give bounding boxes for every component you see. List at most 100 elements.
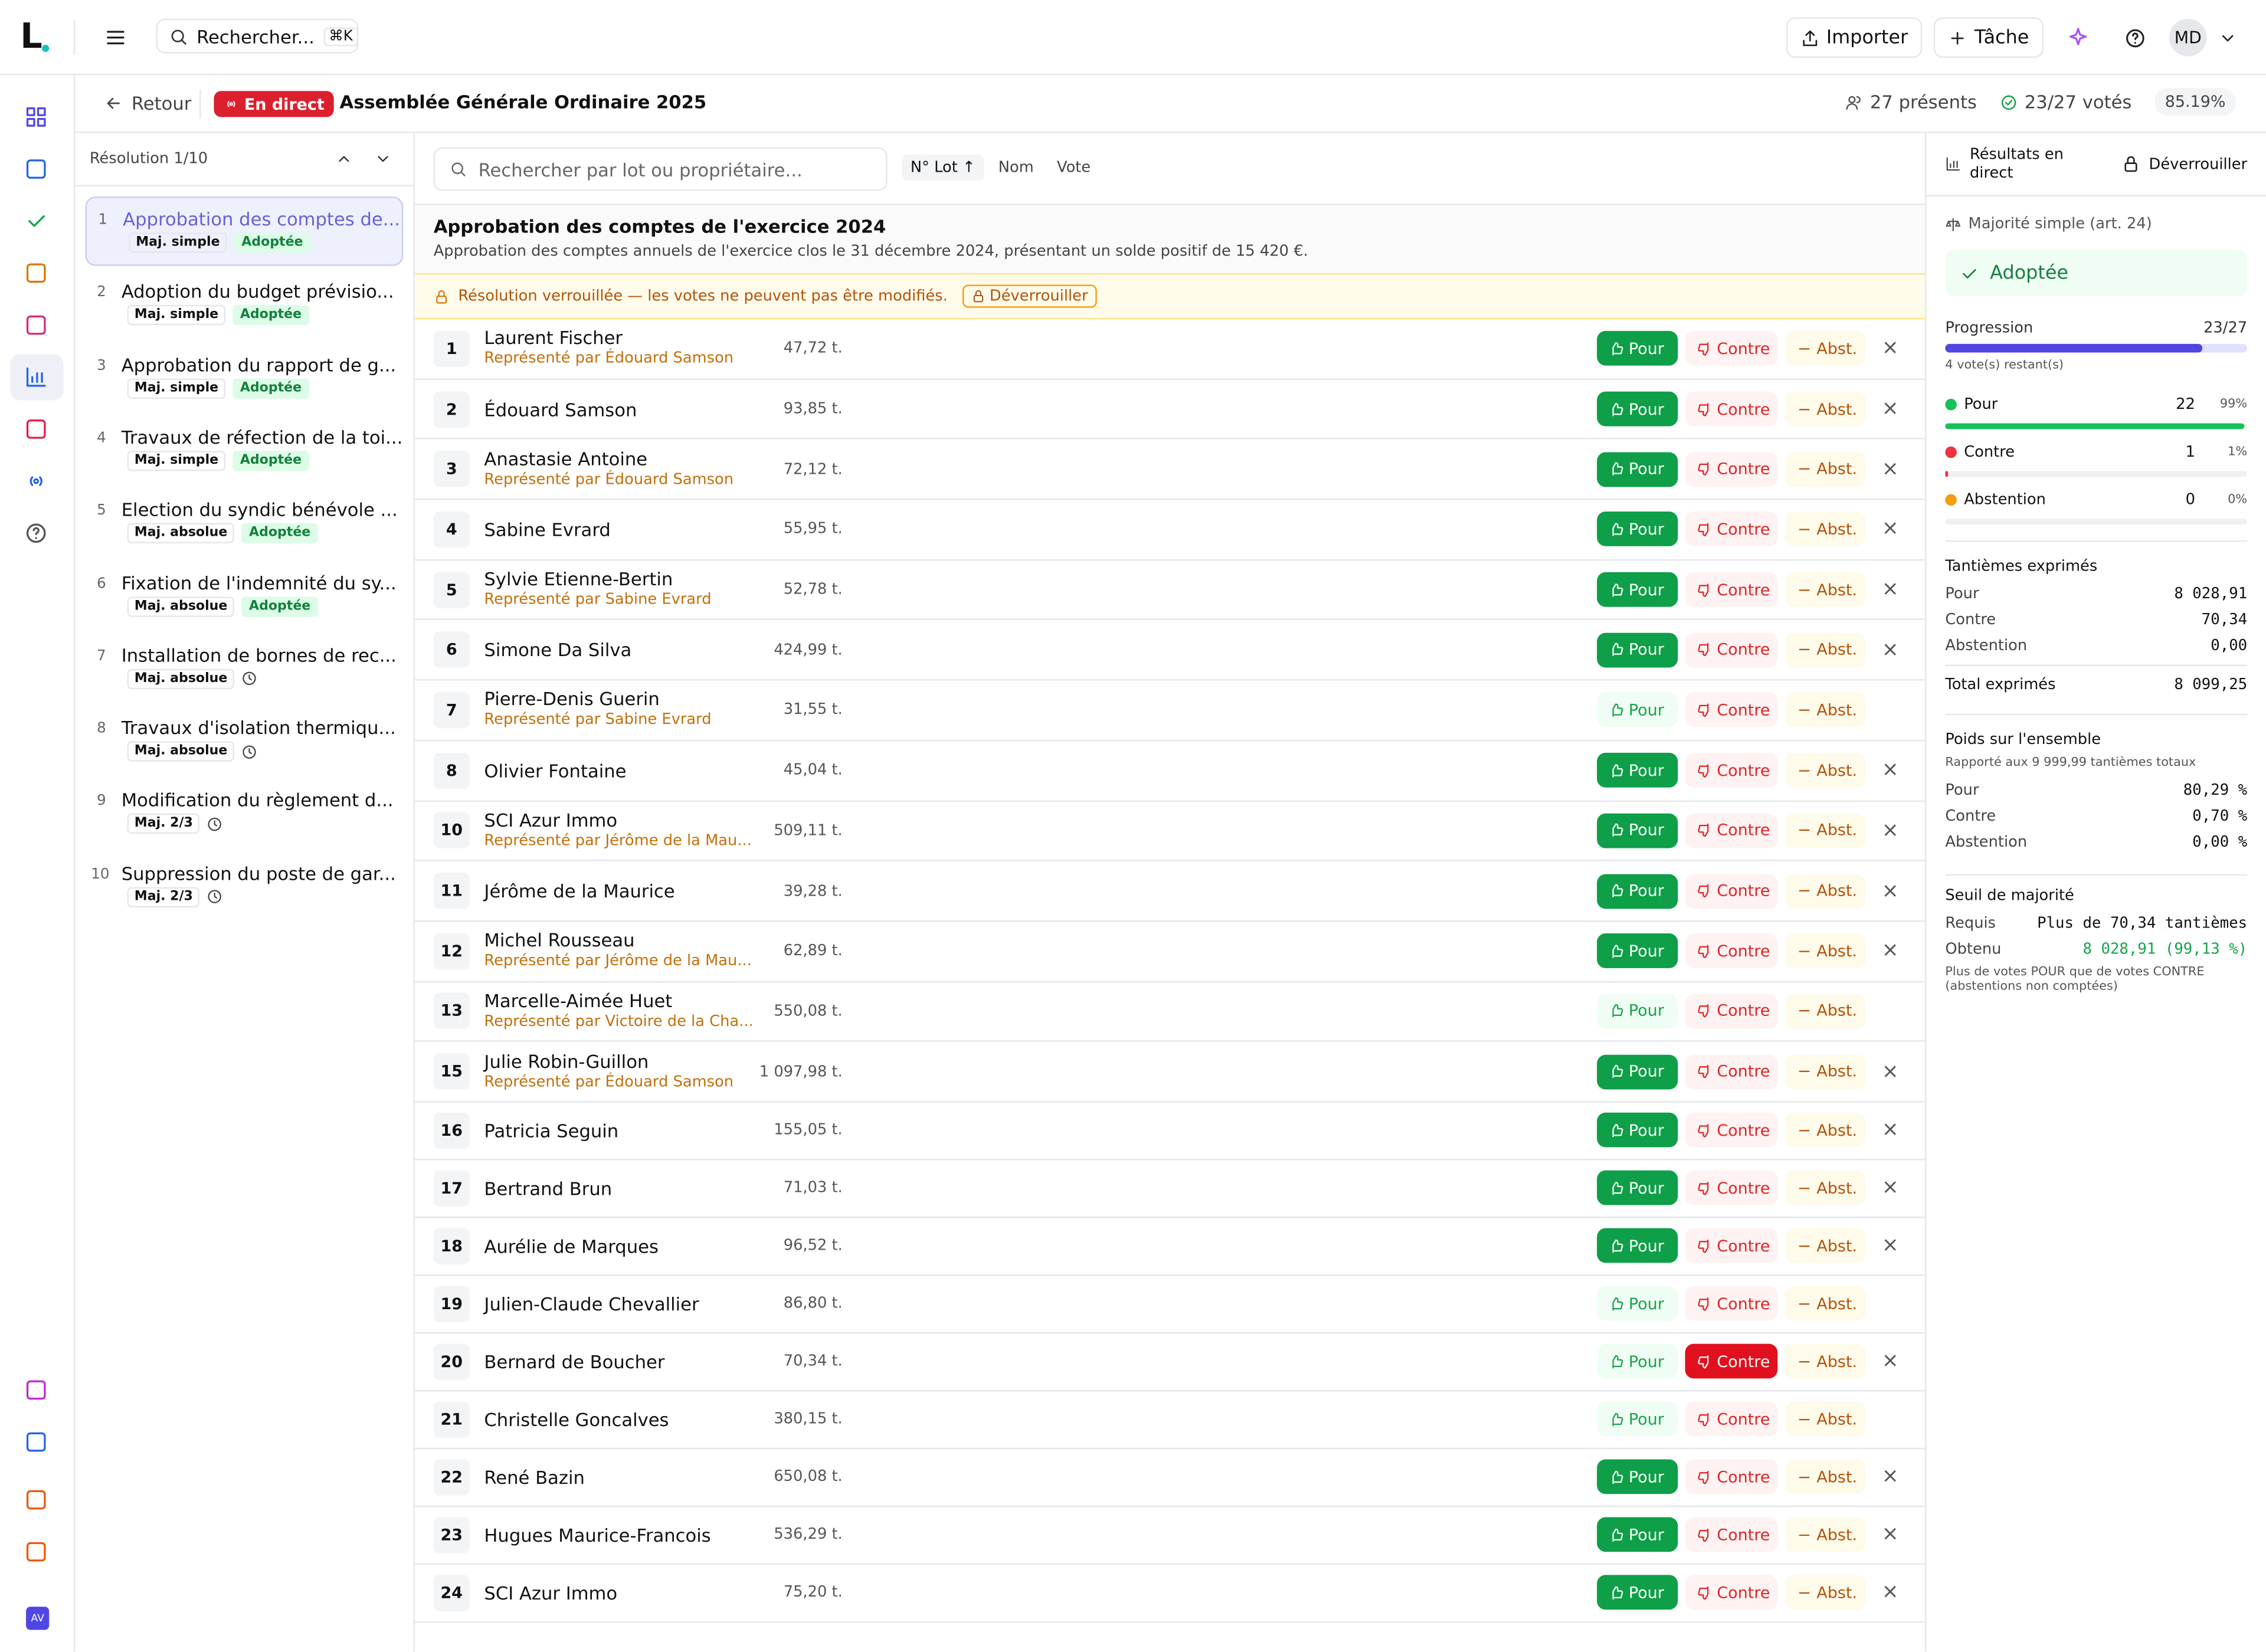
abst-button[interactable]: Abst. bbox=[1784, 1575, 1866, 1611]
contre-button[interactable]: Contre bbox=[1685, 1171, 1778, 1206]
clear-button[interactable]: × bbox=[1881, 1119, 1899, 1142]
contre-button[interactable]: Contre bbox=[1685, 1460, 1778, 1495]
abst-button[interactable]: Abst. bbox=[1784, 451, 1866, 487]
clear-button[interactable]: × bbox=[1881, 1466, 1899, 1489]
clear-button[interactable]: × bbox=[1881, 1523, 1899, 1547]
contre-button[interactable]: Contre bbox=[1685, 391, 1778, 427]
pour-button[interactable]: Pour bbox=[1597, 331, 1678, 366]
icon[interactable] bbox=[25, 158, 48, 181]
pour-button[interactable]: Pour bbox=[1597, 1575, 1678, 1611]
contre-button[interactable]: Contre bbox=[1685, 994, 1778, 1029]
contre-button[interactable]: Contre bbox=[1685, 1113, 1778, 1148]
pour-button[interactable]: Pour bbox=[1597, 753, 1678, 788]
abst-button[interactable]: Abst. bbox=[1784, 1517, 1866, 1553]
clear-button[interactable]: × bbox=[1881, 517, 1899, 541]
resolution-item[interactable]: 1 Approbation des comptes de... Maj. simpl… bbox=[85, 196, 404, 266]
contre-button[interactable]: Contre bbox=[1685, 572, 1778, 607]
contre-button[interactable]: Contre bbox=[1685, 512, 1778, 547]
contre-button[interactable]: Contre bbox=[1685, 873, 1778, 909]
icon[interactable] bbox=[25, 470, 48, 493]
abst-button[interactable]: Abst. bbox=[1784, 1113, 1866, 1148]
icon[interactable] bbox=[25, 1378, 48, 1401]
resolution-item[interactable]: 4 Travaux de réfection de la toi... Maj. s… bbox=[85, 415, 403, 484]
clear-button[interactable]: × bbox=[1881, 638, 1899, 662]
resolution-item[interactable]: 9 Modification du règlement d... Maj. 2/3 bbox=[85, 778, 403, 848]
pour-button[interactable]: Pour bbox=[1597, 873, 1678, 909]
contre-button[interactable]: Contre bbox=[1685, 1344, 1778, 1379]
icon[interactable] bbox=[25, 261, 48, 284]
contre-button[interactable]: Contre bbox=[1685, 632, 1778, 667]
back-button[interactable]: Retour bbox=[104, 93, 191, 114]
task-button[interactable]: Tâche bbox=[1934, 17, 2044, 58]
resolution-item[interactable]: 3 Approbation du rapport de g... Maj. simp… bbox=[85, 342, 403, 411]
contre-button[interactable]: Contre bbox=[1685, 1402, 1778, 1437]
sort-option[interactable]: N° Lot ↑ bbox=[902, 155, 984, 181]
abst-button[interactable]: Abst. bbox=[1784, 1402, 1866, 1437]
pour-button[interactable]: Pour bbox=[1597, 1517, 1678, 1553]
pour-button[interactable]: Pour bbox=[1597, 994, 1678, 1029]
contre-button[interactable]: Contre bbox=[1685, 331, 1778, 366]
pour-button[interactable]: Pour bbox=[1597, 693, 1678, 727]
abst-button[interactable]: Abst. bbox=[1784, 572, 1866, 607]
clear-button[interactable]: × bbox=[1881, 1234, 1899, 1258]
pour-button[interactable]: Pour bbox=[1597, 813, 1678, 848]
abst-button[interactable]: Abst. bbox=[1784, 391, 1866, 427]
abst-button[interactable]: Abst. bbox=[1784, 693, 1866, 727]
contre-button[interactable]: Contre bbox=[1685, 1054, 1778, 1089]
abst-button[interactable]: Abst. bbox=[1784, 1228, 1866, 1264]
contre-button[interactable]: Contre bbox=[1685, 1286, 1778, 1322]
resolution-item[interactable]: 8 Travaux d'isolation thermiqu... Maj. abs… bbox=[85, 705, 403, 775]
resolution-item[interactable]: 6 Fixation de l'indemnité du sy... Maj. ab… bbox=[85, 560, 403, 630]
contre-button[interactable]: Contre bbox=[1685, 933, 1778, 969]
clear-button[interactable]: × bbox=[1881, 939, 1899, 963]
abst-button[interactable]: Abst. bbox=[1784, 331, 1866, 366]
resolution-item[interactable]: 2 Adoption du budget prévisio... Maj. simp… bbox=[85, 269, 403, 339]
clear-button[interactable]: × bbox=[1881, 1176, 1899, 1200]
abst-button[interactable]: Abst. bbox=[1784, 994, 1866, 1029]
pour-button[interactable]: Pour bbox=[1597, 632, 1678, 667]
table-search[interactable]: Rechercher par lot ou propriétaire... bbox=[433, 147, 888, 191]
clear-button[interactable]: × bbox=[1881, 759, 1899, 782]
icon[interactable] bbox=[25, 1488, 48, 1511]
pour-button[interactable]: Pour bbox=[1597, 1228, 1678, 1264]
abst-button[interactable]: Abst. bbox=[1784, 873, 1866, 909]
avatar[interactable]: MD bbox=[2169, 18, 2207, 57]
pour-button[interactable]: Pour bbox=[1597, 512, 1678, 547]
pour-button[interactable]: Pour bbox=[1597, 572, 1678, 607]
resolution-item[interactable]: 5 Election du syndic bénévole ... Maj. abs… bbox=[85, 487, 403, 557]
icon[interactable] bbox=[25, 1431, 48, 1454]
pour-button[interactable]: Pour bbox=[1597, 1344, 1678, 1379]
icon[interactable] bbox=[25, 366, 48, 389]
clear-button[interactable]: × bbox=[1881, 1060, 1899, 1083]
pour-button[interactable]: Pour bbox=[1597, 933, 1678, 969]
abst-button[interactable]: Abst. bbox=[1784, 512, 1866, 547]
pour-button[interactable]: Pour bbox=[1597, 1460, 1678, 1495]
abst-button[interactable]: Abst. bbox=[1784, 1054, 1866, 1089]
pour-button[interactable]: Pour bbox=[1597, 1286, 1678, 1322]
icon[interactable] bbox=[25, 1540, 48, 1564]
clear-button[interactable]: × bbox=[1881, 1581, 1899, 1605]
abst-button[interactable]: Abst. bbox=[1784, 1460, 1866, 1495]
abst-button[interactable]: Abst. bbox=[1784, 1286, 1866, 1322]
clear-button[interactable]: × bbox=[1881, 819, 1899, 843]
clear-button[interactable]: × bbox=[1881, 1350, 1899, 1374]
unlock-button[interactable]: Déverrouiller bbox=[2121, 155, 2247, 173]
pour-button[interactable]: Pour bbox=[1597, 1171, 1678, 1206]
icon[interactable] bbox=[25, 418, 48, 441]
abst-button[interactable]: Abst. bbox=[1784, 753, 1866, 788]
contre-button[interactable]: Contre bbox=[1685, 813, 1778, 848]
sort-option[interactable]: Vote bbox=[1056, 159, 1091, 176]
clear-button[interactable]: × bbox=[1881, 397, 1899, 421]
abst-button[interactable]: Abst. bbox=[1784, 813, 1866, 848]
clear-button[interactable]: × bbox=[1881, 879, 1899, 903]
import-button[interactable]: Importer bbox=[1786, 17, 1923, 58]
clear-button[interactable]: × bbox=[1881, 457, 1899, 481]
contre-button[interactable]: Contre bbox=[1685, 1517, 1778, 1553]
contre-button[interactable]: Contre bbox=[1685, 1228, 1778, 1264]
resolution-item[interactable]: 7 Installation de bornes de rec... Maj. ab… bbox=[85, 632, 403, 702]
pour-button[interactable]: Pour bbox=[1597, 391, 1678, 427]
abst-button[interactable]: Abst. bbox=[1784, 933, 1866, 969]
abst-button[interactable]: Abst. bbox=[1784, 632, 1866, 667]
pour-button[interactable]: Pour bbox=[1597, 1054, 1678, 1089]
resolution-item[interactable]: 10 Suppression du poste de gar... Maj. 2/3 bbox=[85, 851, 403, 920]
